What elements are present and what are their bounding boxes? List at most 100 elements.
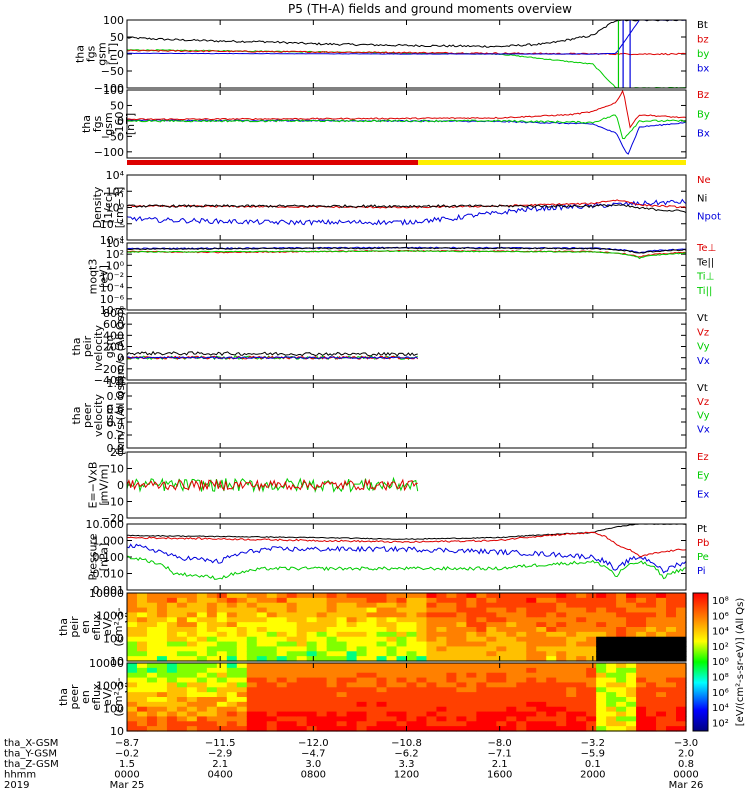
- heatmap-cell: [446, 617, 458, 623]
- heatmap-cell: [656, 597, 667, 604]
- heatmap-cell: [456, 597, 467, 604]
- heatmap-cell: [376, 682, 388, 688]
- heatmap-cell: [516, 636, 527, 643]
- heatmap-cell: [166, 636, 178, 643]
- heatmap-cell: [546, 631, 557, 638]
- heatmap-cell: [436, 651, 448, 657]
- x-axis-value: −8.7: [115, 738, 139, 749]
- heatmap-cell: [546, 706, 557, 713]
- heatmap-cell: [336, 612, 348, 618]
- heatmap-cell: [436, 701, 448, 708]
- heatmap-cell: [226, 711, 238, 718]
- heatmap-cell: [186, 612, 198, 618]
- y-axis-label-line: gsm: [103, 404, 116, 427]
- series-Ey: [126, 476, 419, 493]
- heatmap-cell: [156, 646, 168, 652]
- colorbar-gradient: [692, 592, 709, 732]
- heatmap-cell: [226, 597, 238, 604]
- heatmap-cell: [356, 687, 368, 693]
- heatmap-cell: [146, 672, 158, 679]
- heatmap-cell: [386, 607, 398, 614]
- heatmap-cell: [136, 593, 148, 599]
- heatmap-cell: [636, 697, 647, 703]
- heatmap-cell: [216, 636, 228, 643]
- heatmap-cell: [606, 617, 617, 623]
- heatmap-cell: [466, 656, 477, 662]
- panel-4-plot: [126, 246, 687, 260]
- heatmap-cell: [536, 641, 547, 648]
- heatmap-cell: [586, 677, 597, 684]
- heatmap-cell: [446, 612, 458, 618]
- heatmap-cell: [556, 697, 567, 703]
- heatmap-cell: [626, 663, 637, 669]
- heatmap-cell: [516, 641, 527, 648]
- heatmap-cell: [216, 607, 228, 614]
- heatmap-cell: [626, 687, 637, 693]
- heatmap-cell: [676, 627, 687, 633]
- heatmap-cell: [546, 682, 557, 688]
- y-tick-label: −100: [94, 82, 124, 95]
- y-axis-label-line: gsm: [96, 42, 109, 65]
- heatmap-cell: [536, 622, 547, 628]
- heatmap-cell: [386, 651, 398, 657]
- heatmap-cell: [196, 636, 208, 643]
- heatmap-cell: [396, 607, 408, 614]
- heatmap-cell: [146, 687, 158, 693]
- heatmap-cell: [426, 656, 438, 662]
- heatmap-cell: [176, 721, 188, 727]
- y-tick-label: 0.001: [93, 584, 125, 597]
- heatmap-cell: [586, 663, 597, 669]
- heatmap-cell: [176, 682, 188, 688]
- heatmap-cell: [127, 667, 138, 674]
- panel-3-plot: [126, 198, 687, 226]
- heatmap-cell: [406, 716, 418, 722]
- heatmap-cell: [596, 602, 607, 609]
- heatmap-cell: [506, 651, 517, 657]
- y-axis-label-line: gsm: [102, 112, 115, 135]
- y-axis-label-line: en: [79, 620, 92, 634]
- heatmap-cell: [606, 607, 617, 614]
- heatmap-cell: [406, 631, 418, 638]
- heatmap-cell: [516, 607, 527, 614]
- y-axis-label-line: Pressure: [87, 533, 100, 580]
- heatmap-cell: [136, 701, 148, 708]
- heatmap-cell: [406, 667, 418, 674]
- heatmap-cell: [256, 701, 268, 708]
- heatmap-cell: [236, 706, 248, 713]
- heatmap-cell: [296, 641, 308, 648]
- heatmap-cell: [326, 711, 338, 718]
- heatmap-cell: [676, 597, 687, 604]
- heatmap-cell: [186, 636, 198, 643]
- heatmap-cell: [276, 602, 288, 609]
- heatmap-cell: [166, 597, 178, 604]
- legend-entry: Ni: [697, 193, 707, 204]
- heatmap-cell: [486, 667, 497, 674]
- heatmap-cell: [676, 726, 687, 732]
- heatmap-cell: [446, 726, 458, 732]
- heatmap-cell: [626, 677, 637, 684]
- heatmap-cell: [366, 631, 378, 638]
- heatmap-cell: [516, 682, 527, 688]
- heatmap-cell: [476, 711, 487, 718]
- heatmap-cell: [156, 631, 168, 638]
- heatmap-cell: [316, 602, 328, 609]
- heatmap-cell: [416, 726, 428, 732]
- heatmap-cell: [466, 677, 477, 684]
- heatmap-cell: [127, 672, 138, 679]
- heatmap-cell: [476, 706, 487, 713]
- heatmap-cell: [426, 641, 438, 648]
- heatmap-cell: [406, 692, 418, 698]
- heatmap-cell: [146, 607, 158, 614]
- heatmap-cell: [466, 711, 477, 718]
- heatmap-cell: [286, 607, 298, 614]
- heatmap-cell: [196, 706, 208, 713]
- heatmap-cell: [586, 667, 597, 674]
- heatmap-cell: [366, 656, 378, 662]
- heatmap-cell: [446, 656, 458, 662]
- heatmap-cell: [466, 646, 477, 652]
- heatmap-cell: [316, 593, 328, 599]
- heatmap-cell: [616, 651, 627, 657]
- heatmap-cell: [576, 612, 587, 618]
- x-axis-value: −3.0: [674, 738, 698, 749]
